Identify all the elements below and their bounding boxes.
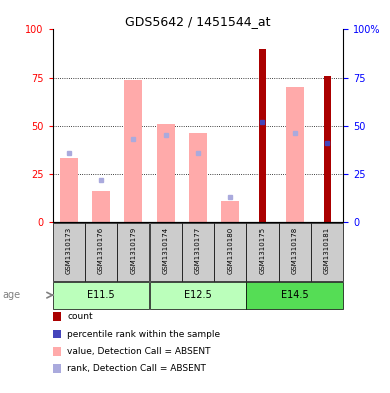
Text: GSM1310180: GSM1310180	[227, 227, 233, 274]
Text: GSM1310173: GSM1310173	[66, 227, 72, 274]
Text: percentile rank within the sample: percentile rank within the sample	[67, 330, 220, 338]
Bar	[157, 124, 174, 222]
Bar	[53, 223, 85, 281]
Bar	[222, 201, 239, 222]
Text: value, Detection Call = ABSENT: value, Detection Call = ABSENT	[67, 347, 211, 356]
Bar	[259, 49, 266, 222]
Bar	[149, 282, 246, 309]
Bar	[246, 282, 343, 309]
Text: count: count	[67, 312, 93, 321]
Bar	[182, 223, 214, 281]
Text: GSM1310179: GSM1310179	[130, 227, 136, 274]
Bar	[124, 79, 142, 222]
Text: E11.5: E11.5	[87, 290, 115, 300]
Text: GSM1310175: GSM1310175	[259, 227, 266, 274]
Text: GSM1310178: GSM1310178	[292, 227, 298, 274]
Bar	[117, 223, 149, 281]
Text: GSM1310177: GSM1310177	[195, 227, 201, 274]
Text: GSM1310176: GSM1310176	[98, 227, 104, 274]
Bar	[278, 223, 311, 281]
Text: E14.5: E14.5	[281, 290, 308, 300]
Bar	[92, 191, 110, 222]
Text: age: age	[2, 290, 20, 300]
Bar	[149, 223, 182, 281]
Bar	[286, 87, 304, 222]
Bar	[214, 223, 246, 281]
Bar	[311, 223, 343, 281]
Bar	[246, 223, 278, 281]
Bar	[53, 282, 149, 309]
Bar	[60, 158, 78, 222]
Bar	[324, 76, 331, 222]
Text: GSM1310174: GSM1310174	[163, 227, 168, 274]
Title: GDS5642 / 1451544_at: GDS5642 / 1451544_at	[125, 15, 271, 28]
Text: GSM1310181: GSM1310181	[324, 227, 330, 274]
Text: E12.5: E12.5	[184, 290, 212, 300]
Text: rank, Detection Call = ABSENT: rank, Detection Call = ABSENT	[67, 364, 206, 373]
Bar	[85, 223, 117, 281]
Bar	[189, 134, 207, 222]
